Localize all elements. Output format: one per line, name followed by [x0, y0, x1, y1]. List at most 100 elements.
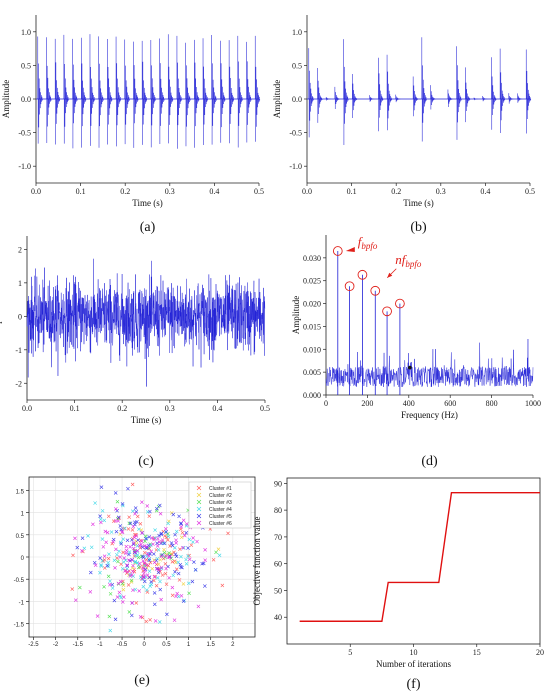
y-tick-label: 1 — [18, 279, 22, 288]
x-tick-label: 600 — [444, 399, 456, 408]
scatter-point — [108, 582, 112, 587]
scatter-point — [139, 542, 143, 547]
y-tick-label: 0.0 — [21, 95, 31, 104]
scatter-point — [216, 547, 221, 552]
scatter-point — [159, 531, 164, 536]
x-tick-label: 0.5 — [254, 187, 264, 196]
scatter-point — [158, 557, 163, 562]
scatter-point — [139, 554, 144, 559]
scatter-point — [171, 573, 176, 578]
y-tick-label: 0.5 — [21, 61, 31, 70]
y-tick-label: 40 — [274, 613, 282, 622]
x-tick-label: 0.2 — [120, 187, 130, 196]
scatter-point — [80, 549, 84, 553]
scatter-point — [121, 537, 126, 541]
y-tick-label: 60 — [274, 560, 282, 569]
panel-a: 0.0 0.1 0.2 0.3 0.4 0.5 -1.0 -0.5 0.0 0.5 1.0 Time … — [1, 15, 264, 235]
scatter-point — [152, 560, 157, 565]
x-tick-label: 0.2 — [391, 187, 401, 196]
x-axis-title: Number of iterations — [376, 659, 451, 669]
x-tick-label: 0.3 — [165, 404, 175, 413]
scatter-point — [104, 540, 108, 545]
scatter-point — [154, 567, 159, 571]
y-tick-label: 0 — [18, 312, 22, 321]
y-tick-label: 80 — [274, 506, 282, 515]
scatter-point — [106, 560, 111, 565]
scatter-point — [186, 546, 190, 550]
scatter-point — [155, 506, 159, 511]
y-tick-label: -0.5 — [14, 578, 25, 584]
scatter-point — [124, 548, 129, 553]
x-tick-label: 0.4 — [209, 187, 219, 196]
scatter-point — [155, 575, 160, 580]
panel-caption: (d) — [421, 454, 438, 469]
scatter-point — [107, 552, 111, 556]
legend-label: Cluster #4 — [209, 507, 232, 513]
scatter-point — [99, 563, 103, 567]
scatter-point — [174, 594, 178, 599]
y-tick-label: 70 — [274, 533, 282, 542]
scatter-point — [112, 558, 117, 563]
scatter-point — [141, 574, 146, 579]
scatter-point — [143, 539, 147, 544]
legend-marker — [196, 520, 202, 526]
scatter-point — [157, 620, 162, 624]
y-tick-label: 0.5 — [16, 534, 25, 540]
series-line — [37, 34, 261, 149]
scatter-point — [127, 515, 132, 519]
scatter-point — [166, 538, 170, 542]
scatter-point — [187, 537, 192, 542]
scatter-point — [149, 580, 154, 584]
scatter-point — [166, 521, 170, 526]
y-tick-label: -0.5 — [289, 129, 302, 138]
legend-marker — [196, 499, 202, 505]
scatter-point — [147, 535, 152, 539]
scatter-point — [149, 549, 153, 554]
panel-f: 5 10 15 20 40 50 60 70 80 90 Number of iterations O… — [252, 477, 544, 692]
scatter-point — [179, 593, 184, 598]
scatter-point — [159, 553, 164, 558]
scatter-point — [169, 541, 174, 545]
scatter-point — [159, 532, 163, 537]
scatter-point — [163, 571, 168, 576]
scatter-point — [141, 555, 146, 560]
scatter-point — [99, 564, 104, 568]
scatter-point — [174, 554, 179, 559]
x-axis-title: Time (s) — [131, 415, 161, 425]
scatter-point — [156, 548, 161, 552]
y-tick-label: 0 — [21, 556, 25, 562]
scatter-point — [133, 559, 138, 564]
scatter-point — [172, 618, 177, 623]
legend-box — [188, 481, 252, 529]
scatter-point — [178, 562, 183, 567]
x-tick-label: 0.0 — [302, 187, 312, 196]
scatter-point — [117, 590, 122, 595]
scatter-point — [91, 522, 95, 527]
scatter-point — [177, 578, 182, 582]
x-tick-label: -2.5 — [28, 642, 39, 648]
scatter-point — [124, 551, 128, 556]
series-line — [299, 492, 540, 622]
scatter-point — [203, 548, 207, 552]
scatter-point — [158, 579, 162, 584]
scatter-point — [131, 524, 136, 529]
scatter-point — [169, 551, 173, 556]
scatter-point — [152, 578, 156, 583]
scatter-point — [141, 559, 146, 563]
scatter-point — [153, 619, 158, 623]
scatter-point — [124, 544, 129, 549]
legend-marker — [196, 485, 202, 491]
scatter-point — [98, 556, 102, 560]
scatter-point — [196, 604, 201, 609]
scatter-point — [152, 537, 156, 542]
y-tick-label: 1.5 — [16, 489, 25, 495]
scatter-point — [137, 561, 142, 566]
annotation-main: nf — [395, 252, 408, 267]
scatter-point — [159, 554, 164, 559]
scatter-point — [142, 562, 147, 567]
scatter-point — [203, 558, 207, 562]
scatter-point — [98, 570, 102, 575]
x-tick-label: 0.5 — [162, 642, 171, 648]
